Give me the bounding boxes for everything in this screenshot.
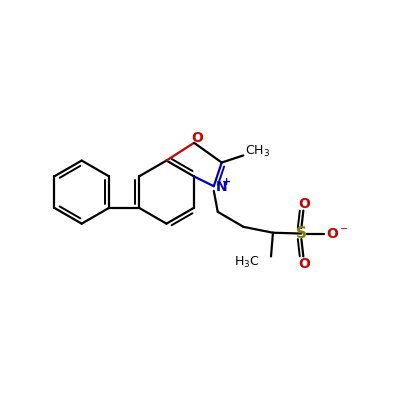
Text: O: O (298, 196, 310, 210)
Text: O: O (191, 131, 203, 145)
Text: CH$_3$: CH$_3$ (245, 144, 270, 159)
Text: +: + (222, 177, 231, 187)
Text: S: S (296, 226, 307, 241)
Text: H$_3$C: H$_3$C (234, 255, 259, 270)
Text: O: O (298, 256, 310, 270)
Text: N: N (216, 180, 228, 194)
Text: O$^-$: O$^-$ (326, 226, 349, 240)
